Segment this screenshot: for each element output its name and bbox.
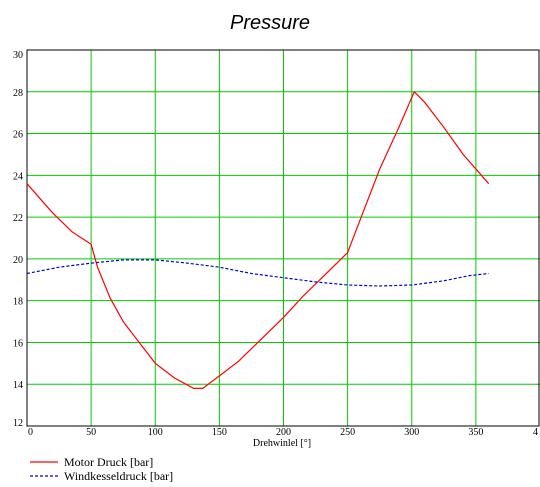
- y-tick-label: 16: [13, 338, 23, 349]
- grid-lines: [27, 50, 540, 426]
- y-tick-label: 26: [13, 130, 23, 141]
- legend-label-1: Motor Druck [bar]: [64, 455, 153, 469]
- series-line-1: [26, 90, 490, 389]
- y-axis-ticks: 12 14 16 18 20 22 24 26 28 30: [13, 50, 23, 429]
- series-group: [26, 90, 490, 389]
- x-tick-label: 0: [28, 427, 33, 438]
- y-tick-label: 28: [13, 88, 23, 99]
- x-tick-label: 50: [86, 427, 96, 438]
- y-tick-label: 20: [13, 255, 23, 266]
- x-tick-label: 150: [212, 427, 227, 438]
- legend: Motor Druck [bar]Windkesseldruck [bar]: [30, 455, 173, 483]
- x-tick-label: 200: [276, 427, 291, 438]
- x-tick-label: 300: [404, 427, 419, 438]
- x-axis-ticks: 0 50 100 150 200 250 300 350 4: [28, 427, 538, 438]
- plot-area-frame: [26, 49, 540, 427]
- y-tick-label: 24: [13, 171, 23, 182]
- chart-title: Pressure: [230, 12, 310, 34]
- x-tick-label: 350: [468, 427, 483, 438]
- y-tick-label: 12: [13, 418, 23, 429]
- y-tick-label: 30: [13, 50, 23, 61]
- y-tick-label: 14: [13, 380, 23, 391]
- legend-label-2: Windkesseldruck [bar]: [64, 469, 173, 483]
- x-tick-label: 250: [340, 427, 355, 438]
- series-line-2: [26, 259, 489, 287]
- x-tick-label: 100: [148, 427, 163, 438]
- y-tick-label: 18: [13, 297, 23, 308]
- x-tick-label: 4: [533, 427, 538, 438]
- y-tick-label: 22: [13, 213, 23, 224]
- x-axis-label: Drehwinlel [°]: [253, 438, 311, 449]
